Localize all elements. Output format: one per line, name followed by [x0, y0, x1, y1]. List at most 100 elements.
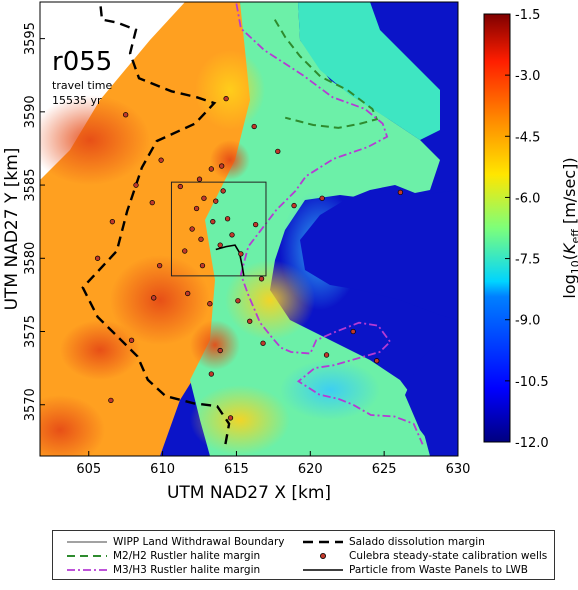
calibration-well-marker: [213, 198, 219, 204]
calibration-well-marker: [210, 219, 216, 225]
y-tick-label: 3575: [23, 315, 38, 348]
colorbar-ticks: -1.5 -3.0 -4.5 -6.0 -7.5 -9.0 -10.5 -12.0: [505, 8, 549, 451]
calibration-well-marker: [275, 148, 281, 155]
map-frame: [39, 1, 459, 457]
calibration-well-marker: [128, 337, 135, 343]
calibration-well-marker: [207, 301, 213, 307]
x-tick-label: 610: [150, 462, 175, 477]
calibration-well-marker: [219, 163, 225, 169]
calibration-well-marker: [220, 188, 226, 194]
hot-spot: [110, 255, 210, 345]
calibration-well-marker: [149, 199, 155, 206]
colorbar-label-paren: (: [560, 254, 578, 260]
x-tick-label: 615: [224, 462, 249, 477]
calibration-well-marker: [223, 96, 229, 102]
legend-swatch-m3h3: [67, 569, 107, 571]
legend-item-particle: Particle from Waste Panels to LWB: [303, 563, 528, 577]
calibration-well-marker: [199, 262, 206, 269]
colorbar-label-units: [m/sec]): [560, 157, 578, 229]
calibration-well-marker: [156, 262, 163, 269]
legend-item-m2h2: M2/H2 Rustler halite margin: [67, 549, 260, 563]
y-tick-label: 3580: [23, 242, 38, 275]
colorbar-tick-label: -6.0: [515, 191, 540, 206]
colorbar-tick-label: -10.5: [515, 375, 549, 390]
legend-item-wipp: WIPP Land Withdrawal Boundary: [67, 535, 285, 549]
legend-label-particle: Particle from Waste Panels to LWB: [349, 564, 528, 576]
calibration-well-marker: [238, 251, 244, 257]
hot-spot: [40, 95, 150, 185]
legend-item-m3h3: M3/H3 Rustler halite margin: [67, 563, 260, 577]
calibration-well-marker: [109, 219, 116, 225]
y-tick-label: 3595: [23, 22, 38, 55]
travel-time-label: travel time: [52, 79, 112, 92]
hot-spot: [210, 140, 250, 180]
y-axis-ticks: 3570 3575 3580 3585 3590 3595: [23, 22, 45, 421]
calibration-well-marker: [177, 183, 183, 190]
calibration-well-marker: [251, 123, 257, 130]
y-tick-label: 3585: [23, 169, 38, 202]
calibration-well-marker: [189, 226, 195, 232]
calibration-well-marker: [260, 340, 266, 346]
colorbar-label-log: log: [560, 274, 578, 298]
travel-time-value: 15535 yr: [52, 94, 102, 107]
realization-label: r055: [52, 47, 112, 77]
colorbar-tick-label: -12.0: [515, 436, 549, 451]
x-tick-label: 620: [298, 462, 323, 477]
colorbar-tick-label: -3.0: [515, 69, 540, 84]
calibration-well-marker: [94, 255, 101, 261]
calibration-well-marker: [397, 189, 404, 196]
calibration-well-marker: [182, 248, 188, 254]
legend-swatch-wipp: [67, 541, 107, 543]
eastern-blue-lobe: [405, 320, 458, 456]
calibration-well-marker: [247, 318, 253, 324]
legend-label-m2h2: M2/H2 Rustler halite margin: [113, 550, 261, 562]
legend-swatch-salado: [303, 540, 343, 544]
legend-label-salado: Salado dissolution margin: [349, 536, 485, 548]
calibration-well-marker: [319, 195, 325, 201]
legend-swatch-particle: [303, 569, 343, 571]
hot-spot: [190, 320, 240, 370]
y-axis-label: UTM NAD27 Y [km]: [2, 148, 22, 311]
legend-swatch-wells: [319, 553, 326, 559]
colorbar-tick-label: -9.0: [515, 314, 540, 329]
calibration-well-marker: [133, 182, 139, 188]
calibration-well-marker: [208, 166, 214, 172]
yellow-patch: [195, 50, 265, 130]
x-axis-ticks: 605 610 615 620 625 630: [76, 451, 470, 477]
calibration-well-marker: [374, 358, 380, 364]
calibration-well-marker: [108, 397, 114, 403]
cyan-patch: [280, 360, 380, 420]
calibration-well-marker: [196, 176, 203, 182]
calibration-well-marker: [224, 216, 231, 222]
legend-item-salado: Salado dissolution margin: [303, 535, 485, 549]
x-tick-label: 605: [76, 462, 101, 477]
wipp-land-withdrawal-boundary: [170, 181, 267, 277]
colorbar-tick-label: -1.5: [515, 8, 540, 23]
m3h3-halite-margin: [235, 3, 424, 445]
calibration-well-marker: [227, 415, 234, 421]
calibration-wells: [94, 96, 404, 421]
y-tick-label: 3570: [23, 388, 38, 421]
colorbar-tick-label: -4.5: [515, 130, 540, 145]
contour-layer: [81, 3, 424, 449]
y-tick-label: 3590: [23, 95, 38, 128]
calibration-well-marker: [350, 328, 356, 335]
legend-label-wipp: WIPP Land Withdrawal Boundary: [113, 536, 285, 548]
legend-label-m3h3: M3/H3 Rustler halite margin: [113, 564, 261, 576]
legend-label-wells: Culebra steady-state calibration wells: [349, 550, 548, 562]
calibration-well-marker: [201, 195, 207, 201]
map-raster: [40, 2, 458, 456]
legend-swatch-m2h2: [67, 555, 107, 557]
calibration-well-marker: [258, 276, 265, 282]
calibration-well-marker: [252, 221, 259, 228]
calibration-well-marker: [193, 205, 200, 212]
north-green-zone: [298, 2, 440, 140]
hot-spot: [40, 395, 105, 456]
legend-item-wells: Culebra steady-state calibration wells: [303, 549, 547, 563]
calibration-well-marker: [217, 347, 223, 354]
x-tick-label: 630: [446, 462, 471, 477]
m2h2-halite-margin: [273, 19, 379, 129]
yellow-patch: [190, 385, 290, 455]
legend-box: WIPP Land Withdrawal Boundary M2/H2 Rust…: [52, 530, 555, 580]
